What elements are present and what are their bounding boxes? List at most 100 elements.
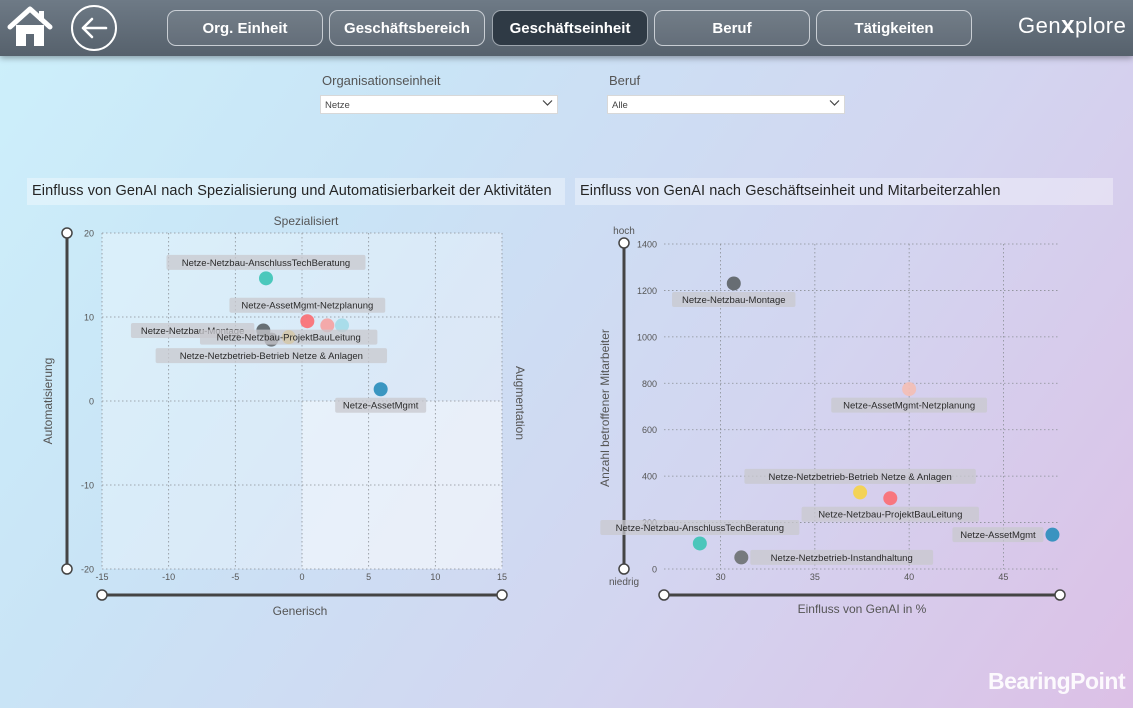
org-filter-dropdown[interactable]: Netze xyxy=(320,95,558,114)
chart2-point-label: Netze-Netzbau-ProjektBauLeitung xyxy=(801,506,979,522)
x-slider-handle-left[interactable] xyxy=(96,589,108,601)
chart1-point-label-text: Netze-Netzbau-Montage xyxy=(141,326,245,337)
chart2-y-tick: 200 xyxy=(642,518,657,528)
chart1-data-point[interactable] xyxy=(256,323,271,338)
chart2-x-tick: 40 xyxy=(904,572,914,582)
chart1-y-tick: -10 xyxy=(81,481,94,491)
chart2-point-label-text: Netze-Netzbau-AnschlussTechBeratung xyxy=(616,523,784,534)
tab-beruf[interactable]: Beruf xyxy=(654,10,810,46)
chart2-title: Einfluss von GenAI nach Geschäftseinheit… xyxy=(575,178,1113,205)
chart2-point-label-text: Netze-Netzbetrieb-Betrieb Netze & Anlage… xyxy=(768,472,951,483)
chart1-data-point[interactable] xyxy=(373,382,388,397)
chart1-point-label: Netze-AssetMgmt-Netzplanung xyxy=(229,297,386,313)
chart2-point-label-text: Netze-AssetMgmt-Netzplanung xyxy=(843,401,975,412)
chart2-top-label: hoch xyxy=(613,226,635,237)
chart1-x-tick: 0 xyxy=(299,572,304,582)
beruf-filter-dropdown[interactable]: Alle xyxy=(607,95,845,114)
x-slider-handle-left[interactable] xyxy=(658,589,670,601)
chart2-x-tick: 45 xyxy=(998,572,1008,582)
arrow-left-icon xyxy=(81,17,108,39)
chart1-plot-area xyxy=(102,233,502,569)
chart1-point-label-text: Netze-Netzbau-ProjektBauLeitung xyxy=(217,333,361,344)
chevron-down-icon xyxy=(829,100,840,106)
chart1-title: Einfluss von GenAI nach Spezialisierung … xyxy=(27,178,565,205)
chart1-data-point[interactable] xyxy=(264,332,279,347)
org-filter-value: Netze xyxy=(325,100,350,111)
chart2-data-point[interactable] xyxy=(853,485,868,500)
bearingpoint-logo: BearingPoint xyxy=(988,668,1126,694)
chart1-x-tick: 10 xyxy=(430,572,440,582)
beruf-filter-label: Beruf xyxy=(609,73,641,88)
top-navigation-bar: Org. Einheit Geschäftsbereich Geschäftse… xyxy=(0,0,1133,56)
chart2-bottom-label: niedrig xyxy=(609,577,639,588)
tab-taetigkeiten[interactable]: Tätigkeiten xyxy=(816,10,972,46)
chart2-y-tick: 1000 xyxy=(637,332,657,342)
chart2-y-tick: 600 xyxy=(642,425,657,435)
x-slider-handle-right[interactable] xyxy=(496,589,508,601)
home-icon[interactable] xyxy=(6,5,54,49)
y-slider-handle-bottom[interactable] xyxy=(61,563,73,575)
chart1-x-tick: -5 xyxy=(231,572,239,582)
chart2-x-label: Einfluss von GenAI in % xyxy=(798,602,927,616)
chart1-data-point[interactable] xyxy=(335,318,349,333)
tab-org-einheit[interactable]: Org. Einheit xyxy=(167,10,323,46)
chart2-point-label-text: Netze-Netzbau-Montage xyxy=(682,295,786,306)
chart1-x-tick: -15 xyxy=(95,572,108,582)
chart1-y-tick: -20 xyxy=(81,565,94,575)
chart1-y-tick: 0 xyxy=(89,397,94,407)
chart1-x-tick: -10 xyxy=(162,572,175,582)
beruf-filter-value: Alle xyxy=(612,100,628,111)
chart2-x-tick: 35 xyxy=(810,572,820,582)
back-button[interactable] xyxy=(71,5,117,51)
chart1-x-label: Generisch xyxy=(273,604,328,618)
chart1-y-tick: 10 xyxy=(84,313,94,323)
chevron-down-icon xyxy=(542,100,553,106)
chart1-y-tick: 20 xyxy=(84,229,94,239)
chart2-point-label: Netze-Netzbetrieb-Instandhaltung xyxy=(750,549,934,565)
chart1-right-label: Augmentation xyxy=(513,366,527,440)
chart2-point-label: Netze-Netzbetrieb-Betrieb Netze & Anlage… xyxy=(744,468,976,484)
tab-geschaeftseinheit[interactable]: Geschäftseinheit xyxy=(492,10,648,46)
org-filter-label: Organisationseinheit xyxy=(322,73,441,88)
chart2-data-point[interactable] xyxy=(902,382,917,397)
chart1-data-point[interactable] xyxy=(281,330,296,345)
chart2-point-label: Netze-Netzbau-Montage xyxy=(672,291,796,307)
chart2-data-point[interactable] xyxy=(883,491,898,506)
chart1-data-point[interactable] xyxy=(320,318,335,333)
y-slider-handle-top[interactable] xyxy=(61,227,73,239)
chart2-y-tick: 1200 xyxy=(637,286,657,296)
chart2-y-tick: 0 xyxy=(652,565,657,575)
chart2-data-point[interactable] xyxy=(1045,527,1060,542)
chart1-point-label: Netze-Netzbau-ProjektBauLeitung xyxy=(199,329,378,345)
chart2-point-label: Netze-AssetMgmt xyxy=(952,527,1044,543)
chart2-point-label-text: Netze-Netzbau-ProjektBauLeitung xyxy=(818,510,962,521)
genxplore-logo: Genxplore xyxy=(1018,12,1127,39)
chart1-point-label-text: Netze-Netzbau-AnschlussTechBeratung xyxy=(182,258,350,269)
chart1-point-label: Netze-Netzbetrieb-Betrieb Netze & Anlage… xyxy=(155,348,388,364)
chart1-highlight-quadrant xyxy=(302,401,502,569)
chart1-data-point[interactable] xyxy=(300,314,315,329)
y-slider-handle-bottom[interactable] xyxy=(618,563,630,575)
chart2-y-tick: 400 xyxy=(642,472,657,482)
chart2-y-tick: 800 xyxy=(642,379,657,389)
chart2-data-point[interactable] xyxy=(734,550,749,565)
y-slider-handle-top[interactable] xyxy=(618,237,630,249)
chart1-point-label-text: Netze-Netzbetrieb-Betrieb Netze & Anlage… xyxy=(180,351,363,362)
chart1-x-tick: 5 xyxy=(366,572,371,582)
chart1-point-label-text: Netze-AssetMgmt-Netzplanung xyxy=(241,301,373,312)
chart1-top-label: Spezialisiert xyxy=(274,214,339,228)
chart2-point-label-text: Netze-AssetMgmt xyxy=(960,530,1036,541)
chart2-data-point[interactable] xyxy=(726,276,741,291)
tab-geschaeftsbereich[interactable]: Geschäftsbereich xyxy=(329,10,485,46)
chart2-x-tick: 30 xyxy=(716,572,726,582)
chart2-point-label: Netze-AssetMgmt-Netzplanung xyxy=(831,397,988,413)
chart2-point-label: Netze-Netzbau-AnschlussTechBeratung xyxy=(600,519,800,535)
chart1-point-label: Netze-Netzbau-Montage xyxy=(130,322,255,338)
chart1-y-label: Automatisierung xyxy=(41,358,55,445)
chart1-point-label: Netze-Netzbau-AnschlussTechBeratung xyxy=(166,254,366,270)
x-slider-handle-right[interactable] xyxy=(1054,589,1066,601)
chart1-data-point[interactable] xyxy=(259,271,273,286)
chart2-data-point[interactable] xyxy=(692,536,707,551)
chart1-x-tick: 15 xyxy=(497,572,507,582)
